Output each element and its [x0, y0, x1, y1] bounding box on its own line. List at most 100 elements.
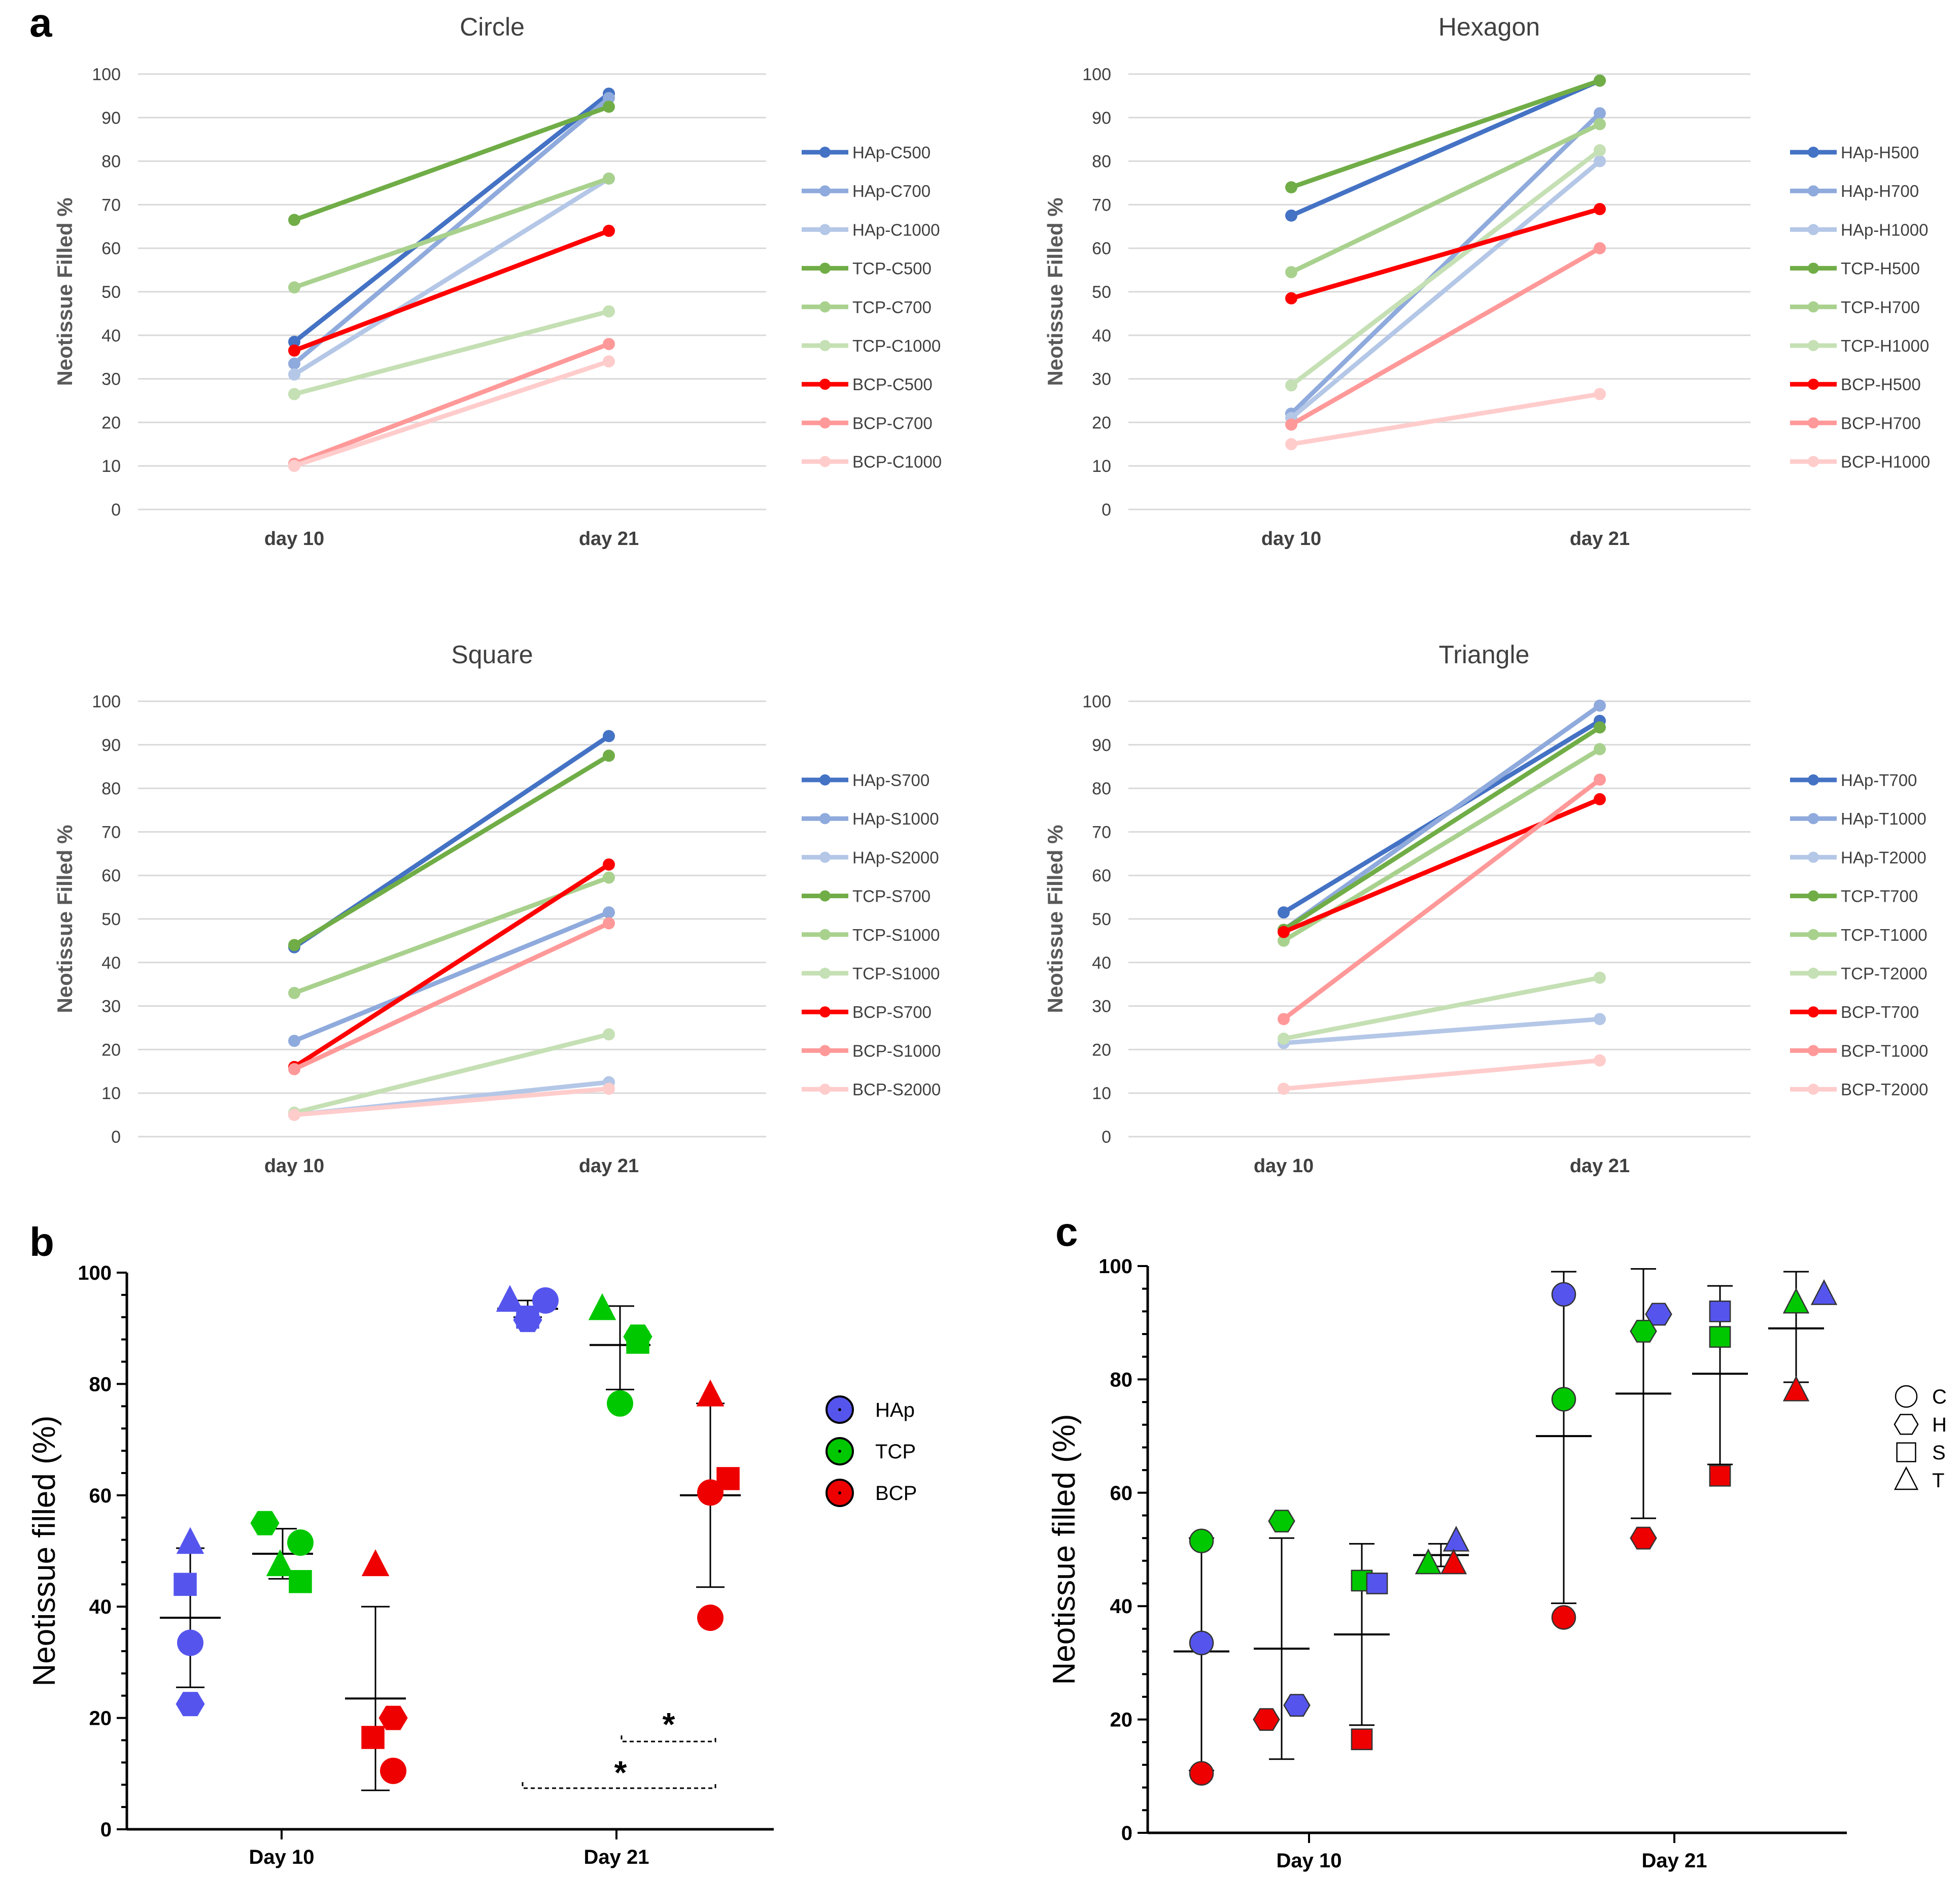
- legend-swatch-dot: [1808, 417, 1819, 429]
- series-bcp-h500: [1285, 202, 1606, 304]
- legend-label: TCP-C700: [852, 298, 932, 317]
- legend-label: C: [1932, 1386, 1947, 1408]
- data-point: [1551, 1605, 1576, 1630]
- chart-b: 0 20 40 60 80 100 Day 10 Day 21 Neotissue filled…: [27, 1262, 917, 1868]
- data-point: [1594, 242, 1606, 255]
- data-point: [1709, 1300, 1731, 1322]
- y-tick-label: 60: [89, 1485, 112, 1507]
- legend-label: HAp-C700: [852, 182, 931, 200]
- legend-swatch-dot: [1808, 851, 1819, 863]
- data-point: [176, 1527, 204, 1554]
- data-point: [1278, 906, 1290, 919]
- legend-label: BCP-C700: [852, 414, 933, 432]
- legend-swatch-dot: [819, 1006, 831, 1018]
- data-point: [1440, 1548, 1467, 1575]
- data-point: [1594, 202, 1606, 215]
- y-tick-label: 30: [1092, 997, 1111, 1016]
- legend-item: TCP-C700: [802, 298, 932, 317]
- legend-item: BCP-S1000: [802, 1041, 941, 1060]
- data-point: [603, 100, 615, 113]
- data-point: [288, 368, 300, 381]
- data-point: [288, 1035, 300, 1047]
- data-point: [1283, 1694, 1311, 1717]
- series-line: [1281, 777, 1602, 1021]
- data-point: [603, 1028, 615, 1041]
- legend-swatch-dot: [819, 379, 831, 390]
- y-tick-label: 10: [101, 1084, 121, 1103]
- y-axis-label: Neotissue Filled %: [1043, 825, 1067, 1013]
- legend-label: TCP-T700: [1841, 887, 1918, 906]
- x-tick-label: Day 21: [584, 1846, 649, 1868]
- legend-swatch-dot: [1808, 262, 1819, 274]
- series-line: [292, 176, 611, 290]
- legend-swatch-dot: [819, 929, 831, 940]
- series-hap-s1000: [288, 906, 615, 1047]
- data-point: [361, 1726, 385, 1749]
- x-tick-label: Day 10: [249, 1846, 315, 1868]
- legend-label: BCP-C1000: [852, 453, 942, 471]
- legend-swatch-dot: [819, 224, 831, 235]
- y-tick-label: 20: [101, 1040, 121, 1060]
- chart-title: Square: [451, 640, 533, 669]
- y-tick-label: 40: [101, 326, 121, 346]
- data-point: [1810, 1279, 1838, 1305]
- data-point: [380, 1757, 406, 1784]
- data-point: [1278, 1013, 1290, 1026]
- legend-item: BCP-T2000: [1790, 1080, 1928, 1099]
- data-point: [1594, 793, 1606, 806]
- legend-item: TCP-S1000: [802, 926, 940, 944]
- x-tick-label: day 10: [1254, 1155, 1314, 1177]
- data-point: [288, 1063, 300, 1076]
- legend-item-c: C: [1895, 1385, 1947, 1408]
- legend-item-s: S: [1896, 1442, 1946, 1464]
- x-tick-label: day 10: [264, 1155, 324, 1177]
- data-point: [177, 1629, 203, 1656]
- legend-item: HAp-S700: [802, 771, 930, 790]
- y-tick-label: 90: [1092, 736, 1111, 755]
- series-line: [1289, 78, 1602, 190]
- series-line: [292, 753, 611, 947]
- data-point: [379, 1705, 408, 1730]
- data-point: [361, 1549, 390, 1577]
- series-line: [292, 910, 611, 1043]
- chart-a-hexagon: Hexagon 0 10 20 30 40 50 60 70 80 90 100 day 10 day 2…: [1043, 13, 1930, 550]
- legend-swatch-dot: [819, 185, 831, 197]
- data-point: [513, 1308, 542, 1333]
- legend-swatch-dot: [1808, 340, 1819, 351]
- group-bcp-day-10: [345, 1549, 408, 1791]
- data-point: [1594, 1013, 1606, 1026]
- y-tick-label: 80: [1092, 779, 1111, 799]
- legend-swatch-dot: [1808, 1083, 1819, 1095]
- legend-label: T: [1932, 1470, 1944, 1492]
- significance-star: *: [663, 1706, 675, 1743]
- series-bcp-s1000: [288, 917, 615, 1076]
- series-bcp-s2000: [288, 1082, 615, 1121]
- data-point: [288, 357, 300, 370]
- data-point: [1630, 1526, 1657, 1550]
- group-c-day-21: [1536, 1271, 1592, 1630]
- data-point: [1278, 1082, 1290, 1095]
- y-tick-label: 70: [1092, 195, 1111, 215]
- legend-label: HAp-H700: [1841, 182, 1919, 200]
- y-tick-label: 60: [101, 866, 121, 885]
- y-tick-label: 100: [92, 65, 121, 84]
- legend-swatch-dot: [1808, 929, 1819, 940]
- legend-item-t: T: [1894, 1466, 1944, 1492]
- data-point: [288, 281, 300, 294]
- legend-swatch-dot: [819, 851, 831, 863]
- legend-item: HAp-C700: [802, 182, 931, 200]
- series-line: [292, 359, 611, 468]
- legend-label: BCP: [875, 1482, 917, 1505]
- data-point: [496, 1285, 524, 1312]
- series-line: [1289, 122, 1602, 275]
- legend-label: TCP-H700: [1841, 298, 1920, 317]
- y-tick-label: 60: [1092, 239, 1111, 258]
- y-tick-label: 0: [100, 1819, 112, 1841]
- data-point: [288, 939, 300, 951]
- legend-label: TCP-T1000: [1841, 926, 1928, 944]
- series-line: [1281, 1016, 1602, 1046]
- y-axis-label: Neotissue filled (%): [27, 1415, 62, 1686]
- y-tick-label: 0: [111, 500, 121, 520]
- legend-label: H: [1932, 1414, 1947, 1436]
- legend-swatch-dot: [1808, 890, 1819, 902]
